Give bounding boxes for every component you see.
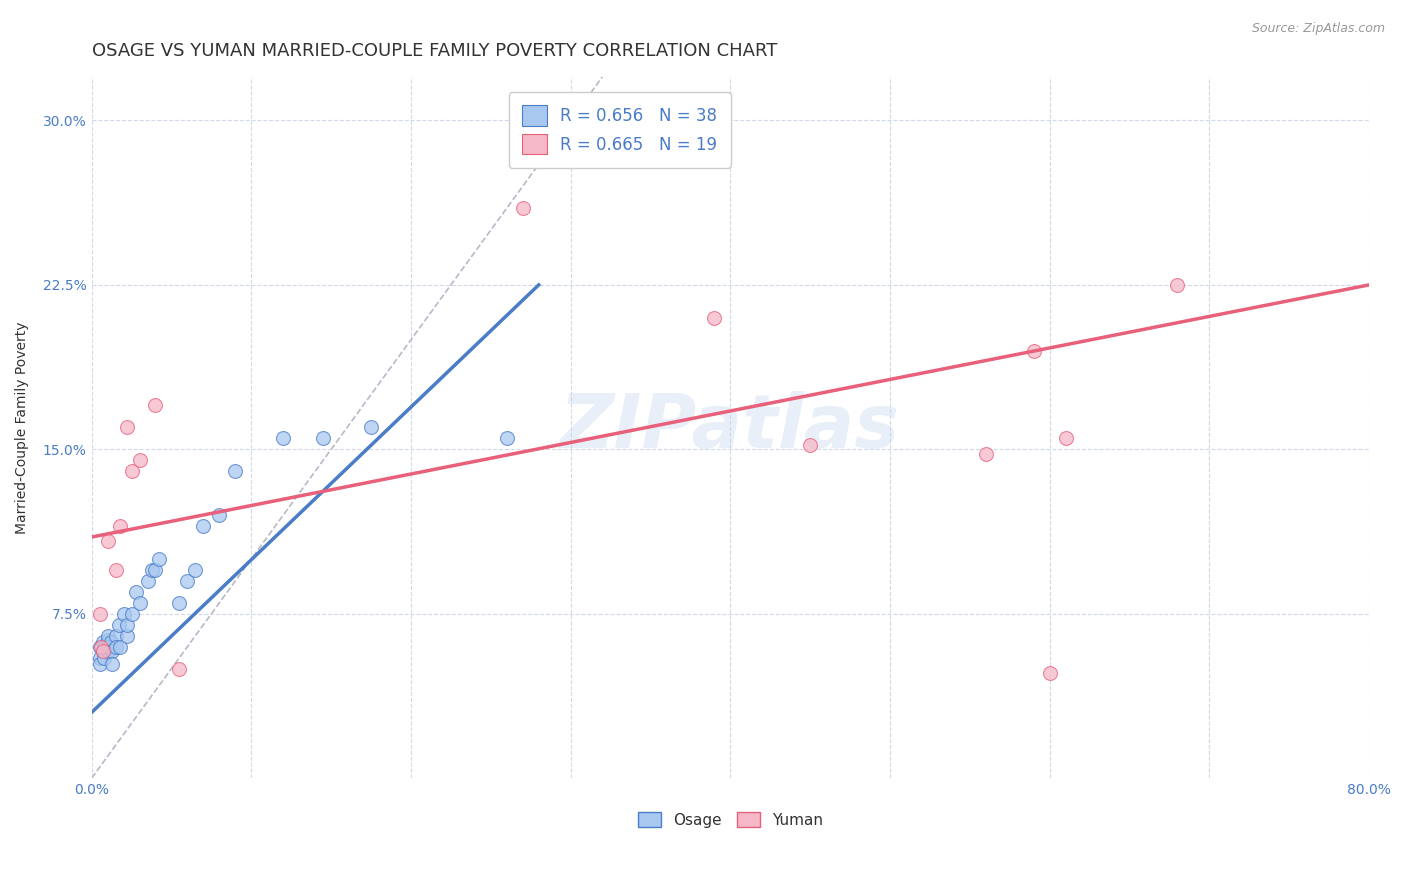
Point	[97, 534, 120, 549]
Point	[360, 420, 382, 434]
Text: ZIPatlas: ZIPatlas	[561, 391, 900, 464]
Point	[193, 519, 215, 533]
Text: OSAGE VS YUMAN MARRIED-COUPLE FAMILY POVERTY CORRELATION CHART: OSAGE VS YUMAN MARRIED-COUPLE FAMILY POV…	[91, 42, 778, 60]
Point	[89, 640, 111, 654]
Y-axis label: Married-Couple Family Poverty: Married-Couple Family Poverty	[15, 321, 30, 533]
Point	[91, 635, 114, 649]
Point	[110, 640, 132, 654]
Point	[799, 438, 821, 452]
Point	[91, 644, 114, 658]
Point	[1039, 665, 1062, 680]
Point	[115, 420, 138, 434]
Point	[90, 640, 112, 654]
Point	[91, 644, 114, 658]
Point	[495, 431, 517, 445]
Point	[112, 607, 135, 621]
Point	[208, 508, 231, 522]
Point	[121, 607, 143, 621]
Point	[93, 650, 115, 665]
Point	[1166, 277, 1188, 292]
Point	[271, 431, 294, 445]
Point	[104, 629, 127, 643]
Point	[148, 552, 170, 566]
Point	[169, 662, 191, 676]
Point	[115, 629, 138, 643]
Point	[107, 617, 129, 632]
Point	[97, 629, 120, 643]
Point	[104, 563, 127, 577]
Point	[128, 453, 150, 467]
Point	[128, 596, 150, 610]
Point	[100, 635, 122, 649]
Point	[101, 644, 124, 658]
Point	[184, 563, 207, 577]
Point	[176, 574, 198, 588]
Point	[512, 201, 534, 215]
Point	[89, 650, 111, 665]
Point	[89, 607, 111, 621]
Point	[1054, 431, 1077, 445]
Text: Source: ZipAtlas.com: Source: ZipAtlas.com	[1251, 22, 1385, 36]
Point	[93, 640, 115, 654]
Point	[97, 644, 120, 658]
Point	[312, 431, 335, 445]
Point	[141, 563, 163, 577]
Point	[89, 657, 111, 672]
Point	[115, 617, 138, 632]
Point	[101, 657, 124, 672]
Point	[110, 519, 132, 533]
Point	[121, 464, 143, 478]
Point	[145, 399, 167, 413]
Point	[974, 447, 997, 461]
Point	[224, 464, 246, 478]
Point	[97, 640, 120, 654]
Point	[145, 563, 167, 577]
Point	[703, 310, 725, 325]
Point	[97, 633, 120, 648]
Point	[125, 585, 148, 599]
Legend: Osage, Yuman: Osage, Yuman	[631, 805, 830, 834]
Point	[169, 596, 191, 610]
Point	[136, 574, 159, 588]
Point	[1022, 343, 1045, 358]
Point	[104, 640, 127, 654]
